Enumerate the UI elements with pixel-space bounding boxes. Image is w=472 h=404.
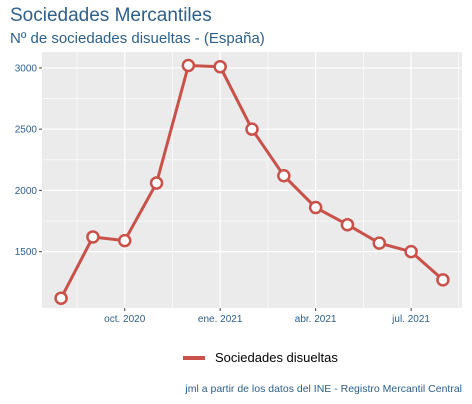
- data-point: [86, 230, 100, 244]
- data-point: [404, 244, 418, 259]
- legend: Sociedades disueltas: [183, 350, 338, 365]
- y-tick-label: 1500: [15, 247, 38, 258]
- data-point: [245, 122, 259, 136]
- data-point: [54, 291, 68, 305]
- data-point: [277, 168, 291, 183]
- chart-title: Sociedades Mercantiles: [10, 5, 212, 26]
- legend-label: Sociedades disueltas: [215, 350, 338, 365]
- x-tick-label: jul. 2021: [391, 314, 430, 325]
- x-tick-label: abr. 2021: [295, 314, 337, 325]
- data-point: [436, 273, 450, 287]
- chart-subtitle: Nº de sociedades disueltas - (España): [10, 30, 265, 47]
- data-point: [340, 217, 355, 232]
- plot-panel: [42, 52, 462, 308]
- y-tick-label: 3000: [15, 63, 38, 74]
- x-tick-label: ene. 2021: [198, 314, 243, 325]
- data-point: [308, 200, 323, 215]
- data-point: [372, 236, 387, 250]
- data-point: [181, 58, 196, 73]
- legend-swatch: [183, 355, 205, 360]
- data-point: [149, 176, 164, 190]
- y-tick-label: 2500: [15, 125, 38, 136]
- x-tick-label: oct. 2020: [104, 314, 146, 325]
- data-point: [213, 59, 227, 74]
- y-tick-label: 2000: [15, 186, 38, 197]
- data-point: [117, 233, 132, 248]
- source-caption: jml a partir de los datos del INE - Regi…: [185, 383, 462, 395]
